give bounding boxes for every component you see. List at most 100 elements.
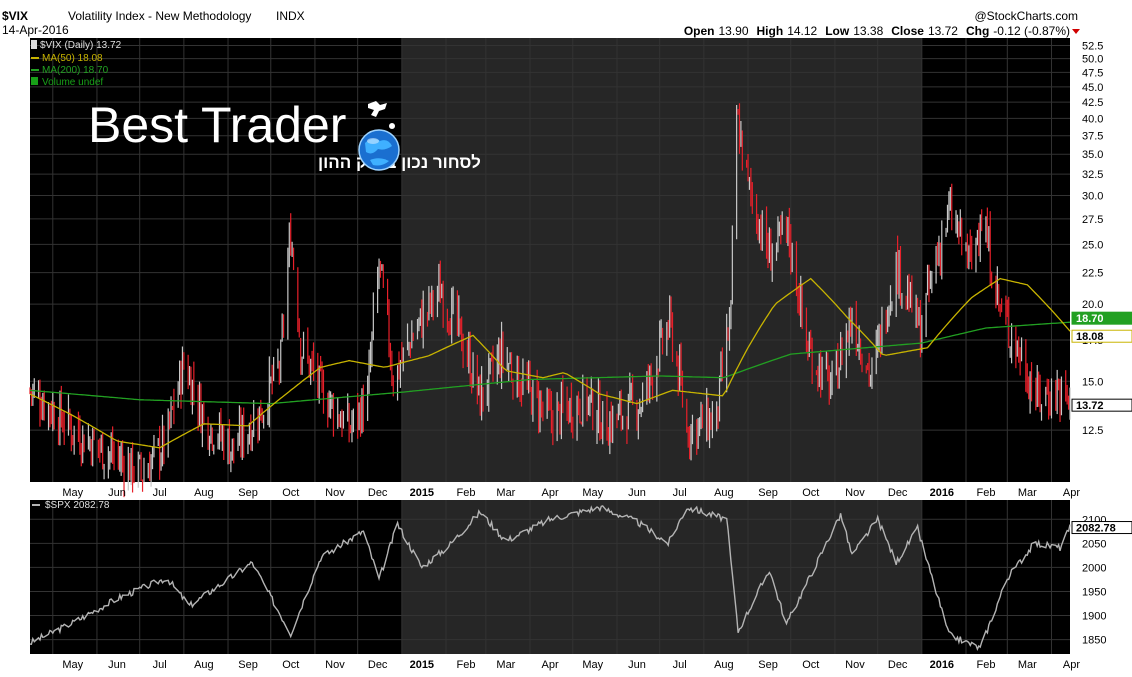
vix-x-tick-label: Jun [628,487,646,499]
spx-legend: $SPX 2082.78 [32,500,110,511]
chart-header: $VIX Volatility Index - New Methodology … [2,9,1080,38]
vix-x-tick-label: Dec [368,487,388,499]
vix-legend: $VIX (Daily) 13.72 MA(50) 18.08 MA(200) … [31,40,122,88]
spx-x-tick-label: Feb [457,659,476,671]
vix-y-tick-label: 35.0 [1082,149,1103,161]
volume-legend-icon [31,77,38,85]
vix-x-tick-label: Jul [673,487,687,499]
spx-x-tick-label: Feb [977,659,996,671]
vix-x-tick-label: Oct [282,487,299,499]
vix-y-tick-label: 22.5 [1082,268,1103,280]
spx-last-label: 2082.78 [1076,523,1116,535]
vix-legend-bars-icon [31,40,37,49]
vix-x-tick-label: Dec [888,487,908,499]
globe-icon [358,129,400,171]
vix-y-tick-label: 30.0 [1082,191,1103,203]
vix-x-tick-label: Aug [714,487,734,499]
best-trader-logo: Best Trader לסחור נכון בשוק ההון [88,97,481,172]
spx-x-axis: May Jun Jul Aug Sep Oct Nov Dec 2015 Feb Mar Apr May… [62,659,1080,671]
spx-y-tick-label: 1850 [1082,635,1106,647]
vix-x-tick-label: Apr [1063,487,1080,499]
ma50-line [29,277,1071,449]
vix-y-tick-label: 42.5 [1082,97,1103,109]
low-value: 13.38 [853,24,883,38]
spx-price-line [29,505,1071,651]
stockcharts-watermark: @StockCharts.com [974,9,1078,23]
spx-x-tick-label: Dec [368,659,388,671]
vix-x-tick-label: Oct [802,487,819,499]
vix-y-tick-label: 40.0 [1082,113,1103,125]
spx-x-tick-label: Oct [802,659,819,671]
high-label: High [757,24,784,38]
ohlc-readout: Open 13.90 High 14.12 Low 13.38 Close 13.72 Chg -… [684,24,1070,38]
ma50-last-label-box [1071,329,1132,343]
vix-y-tick-label: 45.0 [1082,82,1103,94]
ma50-last-label: 18.08 [1076,331,1104,343]
spx-x-tick-label: May [62,659,83,671]
vix-x-tick-label: 2015 [410,487,434,499]
vix-y-tick-label: 12.5 [1082,425,1103,437]
spx-y-tick-label: 2050 [1082,538,1106,550]
spx-x-tick-label: Nov [845,659,865,671]
spx-x-tick-label: Apr [1063,659,1080,671]
spx-x-tick-label: Jun [628,659,646,671]
vix-y-tick-label: 52.5 [1082,41,1103,53]
vix-x-axis: May Jun Jul Aug Sep Oct Nov Dec 2015 Feb Mar Apr May… [62,487,1080,499]
close-value: 13.72 [928,24,958,38]
spx-y-tick-label: 2000 [1082,562,1106,574]
vix-y-tick-label: 47.5 [1082,67,1103,79]
ma200-line [29,321,1071,405]
spx-last-label-box [1071,521,1132,535]
vix-x-tick-label: Jul [153,487,167,499]
spx-x-tick-label: Apr [541,659,558,671]
spx-x-tick-label: 2015 [410,659,434,671]
vix-y-tick-label: 50.0 [1082,54,1103,66]
vix-legend-vix: $VIX (Daily) 13.72 [40,40,122,51]
vix-price-bars [29,103,1071,498]
vix-legend-ma50: MA(50) 18.08 [42,53,103,64]
high-value: 14.12 [787,24,817,38]
spx-x-tick-label: Dec [888,659,908,671]
vix-x-tick-label: Sep [758,487,778,499]
chg-value: -0.12 (-0.87%) [993,24,1070,38]
spx-x-tick-label: Jun [108,659,126,671]
logo-subtitle: לסחור נכון בשוק ההון [318,153,481,172]
spx-x-tick-label: Sep [238,659,258,671]
vix-x-tick-label: Nov [845,487,865,499]
vix-y-tick-label: 20.0 [1082,299,1103,311]
vix-last-label: 13.72 [1076,400,1104,412]
vix-x-tick-label: Feb [977,487,996,499]
vix-x-tick-label: May [62,487,83,499]
vix-x-tick-label: Apr [541,487,558,499]
vix-x-tick-label: Nov [325,487,345,499]
spx-x-tick-label: Sep [758,659,778,671]
chg-label: Chg [966,24,989,38]
vix-legend-ma200: MA(200) 18.70 [42,65,109,76]
spx-y-tick-label: 1950 [1082,586,1106,598]
spx-x-tick-label: Oct [282,659,299,671]
spx-x-tick-label: 2016 [930,659,954,671]
vix-x-tick-label: Sep [238,487,258,499]
spx-x-tick-label: Jul [153,659,167,671]
spx-legend-label: $SPX 2082.78 [45,500,110,511]
vix-y-axis: 12.515.017.520.022.525.027.530.032.535.0… [1082,41,1103,438]
ma200-last-label: 18.70 [1076,313,1104,325]
ma200-last-label-box [1071,311,1132,325]
vix-y-tick-label: 32.5 [1082,169,1103,181]
open-value: 13.90 [718,24,748,38]
open-label: Open [684,24,715,38]
vix-x-tick-label: Mar [496,487,515,499]
spx-x-tick-label: Jul [673,659,687,671]
chg-down-arrow-icon [1072,29,1080,34]
vix-last-label-box [1071,398,1132,412]
vix-y-tick-label: 25.0 [1082,239,1103,251]
spx-x-tick-label: Aug [714,659,734,671]
last-value-labels: 18.70 18.08 13.72 2082.78 [1071,311,1132,535]
low-label: Low [825,24,850,38]
index-name: Volatility Index - New Methodology [68,9,251,23]
vix-y-tick-label: 27.5 [1082,214,1103,226]
vix-x-tick-label: 2016 [930,487,954,499]
vix-x-tick-label: Mar [1018,487,1037,499]
vix-legend-volume: Volume undef [42,77,103,88]
